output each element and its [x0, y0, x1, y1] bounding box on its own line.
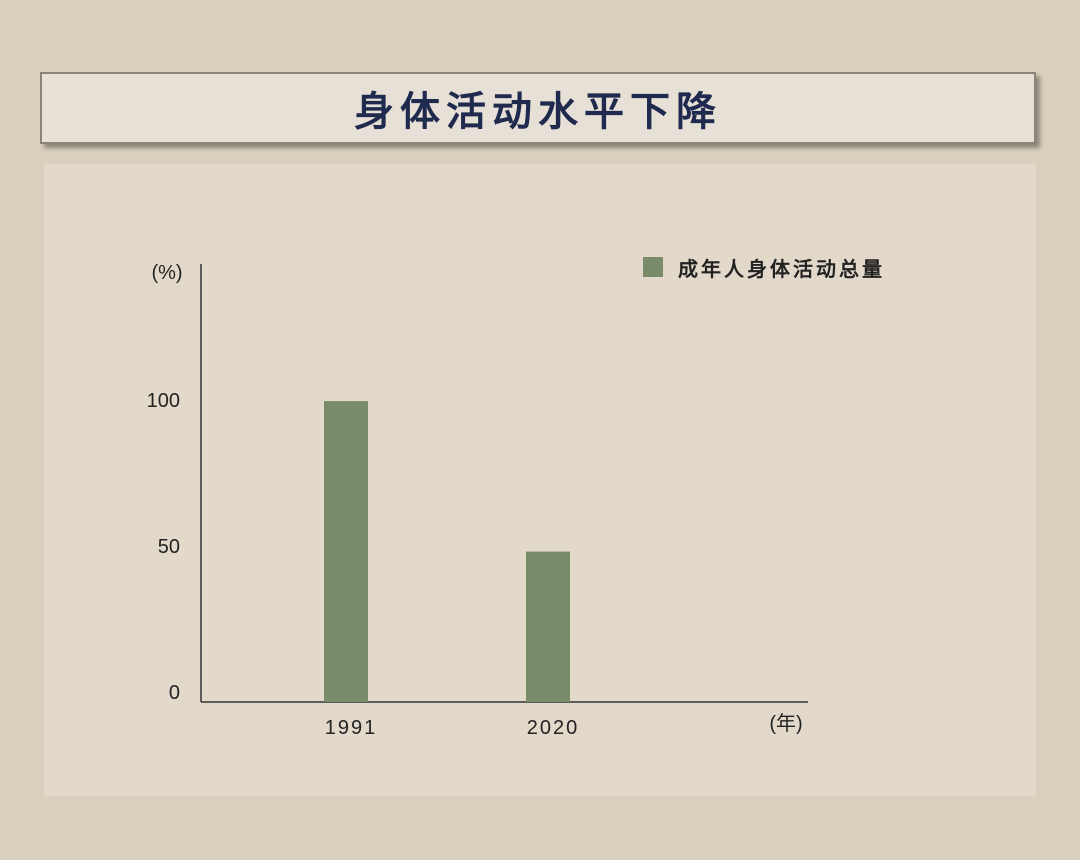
y-axis-label: (%) — [151, 262, 182, 284]
y-tick-label: 0 — [169, 682, 180, 704]
legend-swatch — [643, 257, 663, 277]
y-tick-label: 50 — [158, 536, 180, 558]
page-title: 身体活动水平下降 — [354, 88, 722, 135]
x-tick-label: 2020 — [527, 717, 580, 739]
title-banner: 身体活动水平下降 — [40, 72, 1036, 144]
bar-1991 — [324, 401, 368, 702]
bar-2020 — [526, 551, 570, 702]
x-tick-label: 1991 — [325, 717, 378, 739]
y-tick-label: 100 — [147, 390, 180, 412]
legend-label: 成年人身体活动总量 — [678, 257, 885, 281]
x-axis-label: (年) — [769, 712, 802, 735]
